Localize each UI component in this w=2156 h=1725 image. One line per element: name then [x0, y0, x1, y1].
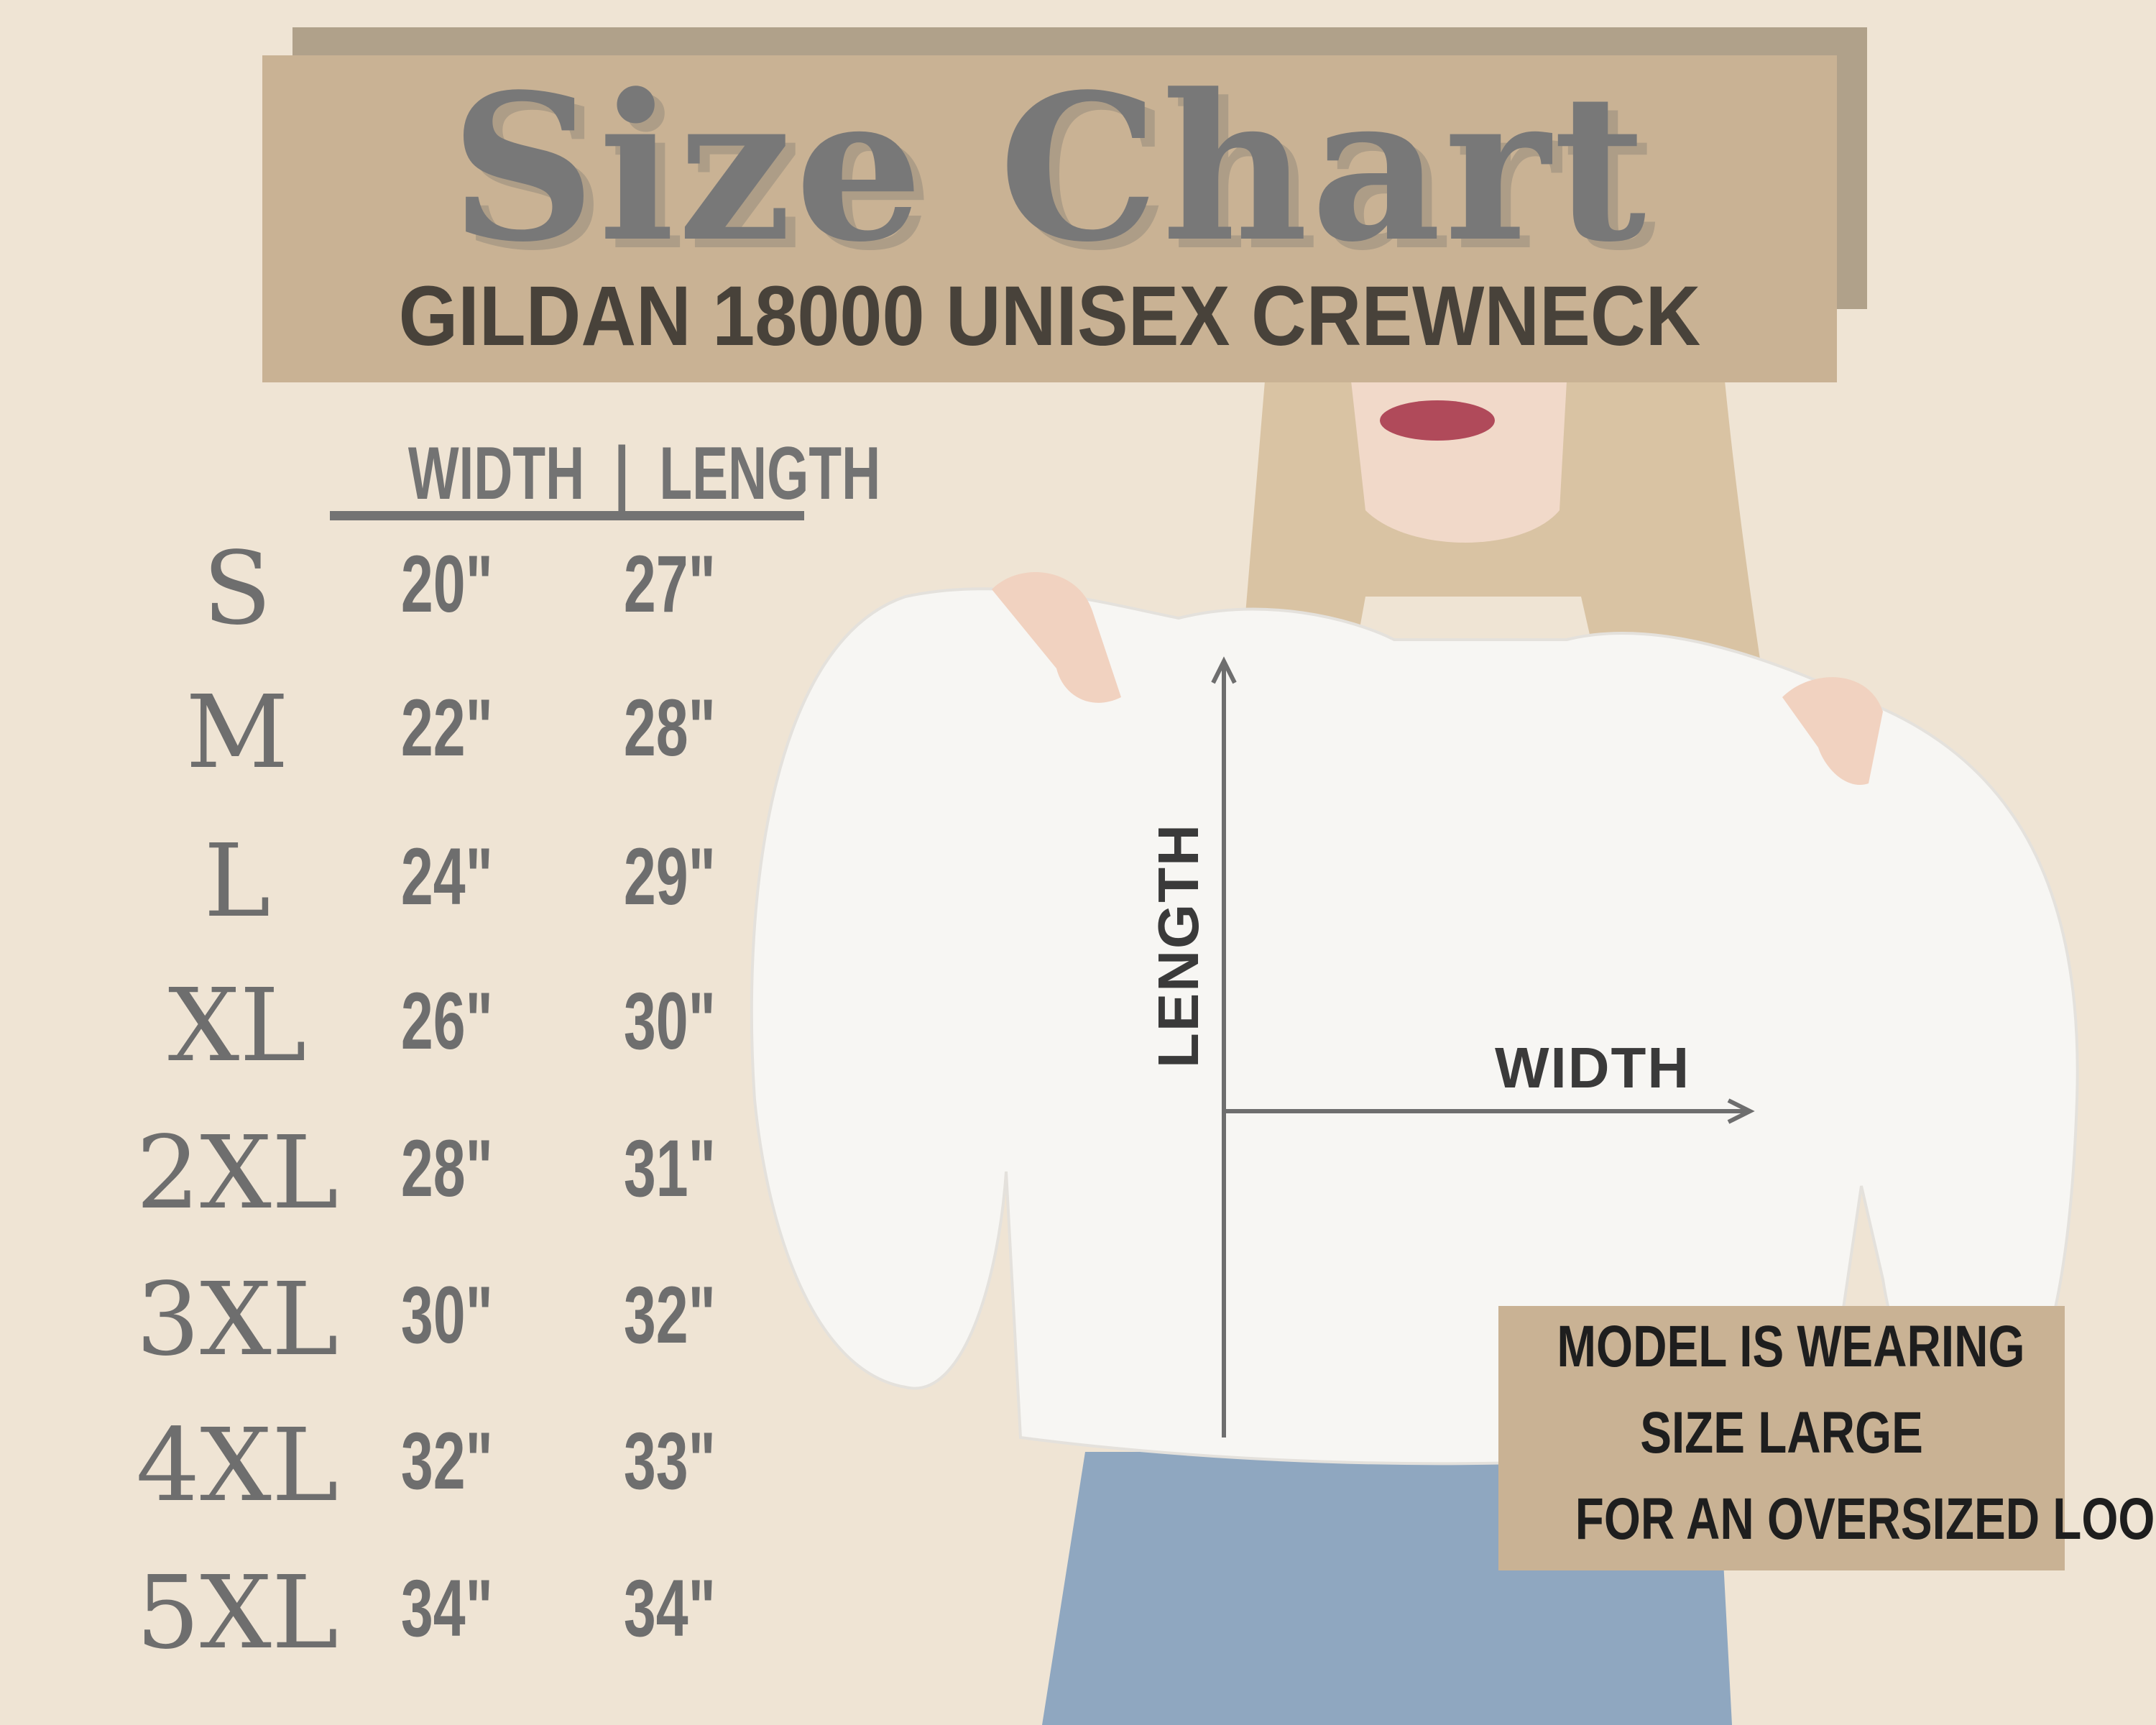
width-value-text: 20": [401, 539, 493, 629]
length-arrowhead: [1211, 656, 1237, 684]
width-value: 30": [339, 1269, 555, 1361]
size-label: L: [203, 823, 271, 940]
note-line-3: FOR AN OVERSIZED LOOK: [1498, 1486, 2156, 1553]
size-label: XL: [167, 967, 307, 1085]
width-value-text: 24": [401, 832, 493, 921]
right-hand: [1782, 677, 1883, 785]
column-header-text: WIDTH | LENGTH: [407, 432, 881, 515]
length-value-text: 31": [624, 1123, 716, 1213]
width-value-text: 26": [401, 976, 493, 1066]
length-value-text: 28": [624, 683, 716, 773]
size-label: 3XL: [136, 1261, 338, 1379]
note-line-2-text: SIZE LARGE: [1640, 1400, 1923, 1466]
length-value: 27": [562, 538, 778, 630]
subtitle-text: GILDAN 18000 UNISEX CREWNECK: [398, 269, 1701, 364]
width-value: 20": [339, 538, 555, 630]
size-label: S: [203, 530, 272, 648]
table-row: 2XL 28" 31": [0, 1115, 791, 1259]
length-value-text: 32": [624, 1270, 716, 1360]
length-label: LENGTH: [1146, 823, 1210, 1068]
length-value: 30": [562, 975, 778, 1067]
size-label: 5XL: [136, 1555, 338, 1672]
page-title: Size Chart: [450, 50, 1649, 287]
model-note-box: MODEL IS WEARING SIZE LARGE FOR AN OVERS…: [1498, 1306, 2156, 1570]
table-row: M 22" 28": [0, 674, 791, 818]
size-label: 4XL: [136, 1407, 338, 1524]
lips: [1380, 400, 1495, 441]
length-value-text: 30": [624, 976, 716, 1066]
table-row: 5XL 34" 34": [0, 1555, 791, 1698]
table-row: XL 26" 30": [0, 967, 791, 1111]
width-arrowhead: [1727, 1098, 1755, 1124]
length-value-text: 29": [624, 832, 716, 921]
width-value: 24": [339, 830, 555, 923]
width-value: 34": [339, 1562, 555, 1655]
table-row: L 24" 29": [0, 823, 791, 967]
note-line-1: MODEL IS WEARING: [1498, 1313, 2065, 1381]
length-value: 28": [562, 681, 778, 774]
width-value-text: 32": [401, 1416, 493, 1506]
table-row: 4XL 32" 33": [0, 1407, 791, 1551]
length-value-text: 34": [624, 1563, 716, 1653]
width-label: WIDTH: [1495, 1036, 1691, 1100]
width-value-text: 34": [401, 1563, 493, 1653]
width-value: 32": [339, 1414, 555, 1507]
length-value: 32": [562, 1269, 778, 1361]
note-line-2: SIZE LARGE: [1498, 1399, 2065, 1467]
table-row: 3XL 30" 32": [0, 1261, 791, 1405]
width-value: 26": [339, 975, 555, 1067]
length-value: 33": [562, 1414, 778, 1507]
width-value-text: 22": [401, 683, 493, 773]
size-label: 2XL: [136, 1115, 338, 1232]
note-line-1-text: MODEL IS WEARING: [1557, 1314, 2025, 1379]
width-value: 28": [339, 1122, 555, 1215]
note-line-3-text: FOR AN OVERSIZED LOOK: [1575, 1486, 2156, 1552]
product-subtitle: GILDAN 18000 UNISEX CREWNECK: [262, 267, 1837, 365]
width-value-text: 28": [401, 1123, 493, 1213]
title-box: [262, 55, 1837, 382]
table-row: S 20" 27": [0, 530, 791, 674]
left-hand: [992, 572, 1121, 703]
length-value: 34": [562, 1562, 778, 1655]
size-label: M: [185, 674, 289, 791]
length-value-text: 27": [624, 539, 716, 629]
length-value-text: 33": [624, 1416, 716, 1506]
length-value: 31": [562, 1122, 778, 1215]
length-value: 29": [562, 830, 778, 923]
header-underline: [330, 511, 804, 520]
width-value-text: 30": [401, 1270, 493, 1360]
width-value: 22": [339, 681, 555, 774]
table-header: WIDTH | LENGTH: [316, 431, 880, 515]
